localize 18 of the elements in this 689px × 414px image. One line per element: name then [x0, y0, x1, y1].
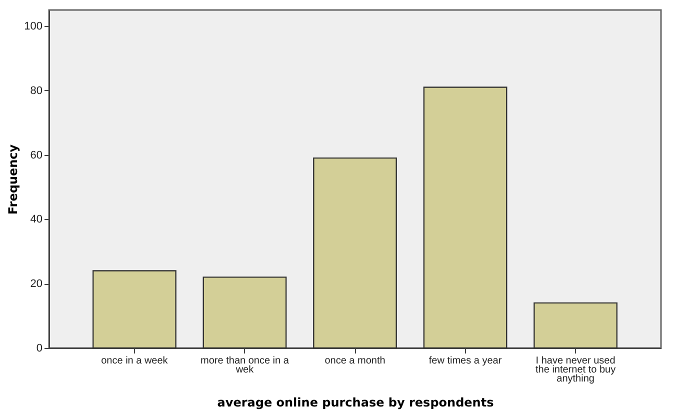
y-tick-label: 20	[30, 278, 42, 290]
bar	[534, 302, 618, 349]
x-axis-title: average online purchase by respondents	[217, 396, 494, 410]
bar	[92, 270, 176, 349]
y-tick-label: 100	[24, 20, 42, 33]
bar	[202, 276, 287, 349]
y-tick-label: 60	[30, 149, 42, 162]
bar	[313, 157, 397, 349]
y-axis-title: Frequency	[6, 144, 20, 215]
bar	[423, 86, 508, 349]
x-tick-label: once in a week	[101, 356, 169, 366]
y-tick-label: 0	[36, 342, 42, 354]
x-tick-label: few times a year	[428, 356, 502, 366]
x-tick-label: more than once in a wek	[200, 356, 290, 376]
y-tick-label: 40	[30, 214, 42, 226]
x-tick-label: once a month	[324, 356, 386, 366]
y-tick-label: 80	[30, 84, 42, 97]
x-tick-label: I have never used the internet to buy anything	[536, 356, 616, 384]
